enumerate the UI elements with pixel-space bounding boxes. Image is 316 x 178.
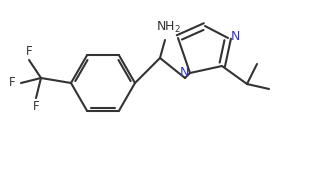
Text: F: F [33,100,39,113]
Text: F: F [9,77,16,90]
Text: F: F [26,45,32,58]
Text: NH$_2$: NH$_2$ [155,20,180,35]
Text: N: N [179,66,189,78]
Text: N: N [230,30,240,43]
